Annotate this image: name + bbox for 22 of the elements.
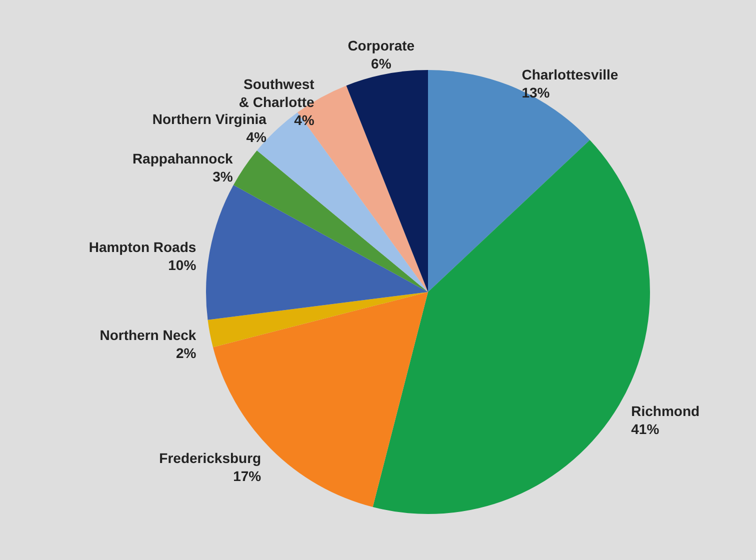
slice-label: Hampton Roads [88,238,196,255]
data-label: 6% [371,55,392,72]
pie-slice [208,292,428,348]
data-label: 17% [233,468,262,484]
slice-label: Corporate [348,37,415,54]
data-label: 13% [522,84,550,100]
slice-label: Northern Virginia [152,110,267,127]
data-label: 4% [294,112,315,128]
slice-label: Fredericksburg [159,450,262,466]
data-label: 41% [631,421,660,438]
data-label: 10% [168,256,197,273]
slice-label: Rappahannock [132,150,234,166]
pie-slice [233,150,428,292]
slice-label: Richmond [631,403,700,420]
data-label: 3% [212,168,234,184]
slice-label: Northern Neck [100,327,196,344]
pie-slice [206,185,428,320]
data-label: 2% [176,345,197,362]
slice-label: Southwest & Charlotte [238,76,315,110]
pie-slice [346,70,428,292]
slice-label: Charlottesville [522,66,618,82]
data-label: 4% [246,128,267,145]
